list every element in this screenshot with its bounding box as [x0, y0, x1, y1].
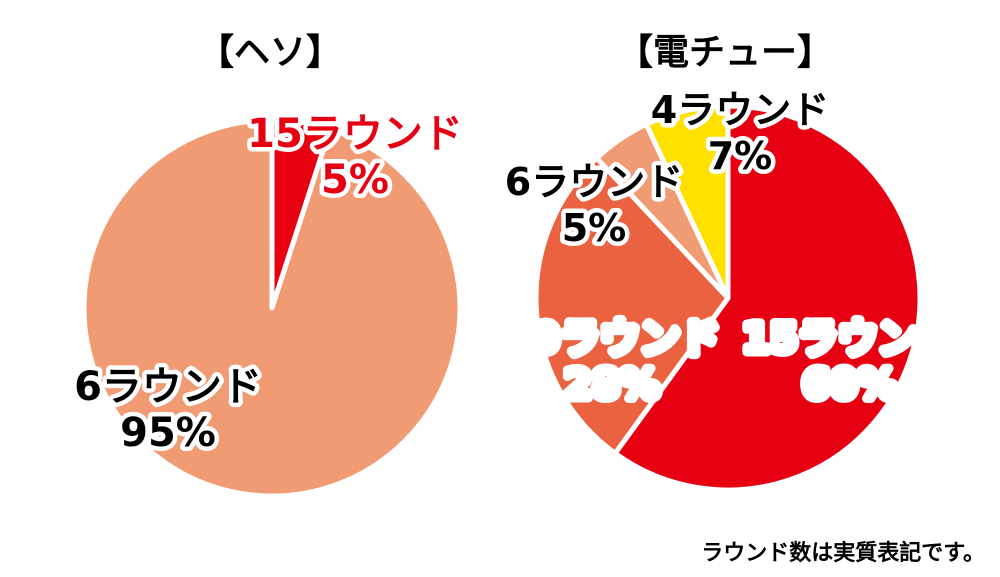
footnote: ラウンド数は実質表記です。: [701, 540, 985, 566]
heso-slice-15r-value: 5%: [321, 157, 389, 203]
denchu-slice-15r-label: 15ラウンド: [742, 316, 958, 362]
heso-chart-title: 【ヘソ】: [198, 32, 342, 73]
denchu-slice-10r: [533, 155, 731, 456]
denchu-slice-10r-value: 28%: [564, 362, 660, 408]
heso-slice-15r-label: 15ラウンド: [247, 111, 463, 157]
heso-slice-6r: [81, 117, 463, 499]
denchu-slice-4r-label: 4ラウンド: [651, 88, 829, 132]
denchu-pie: [533, 103, 923, 493]
heso-slice-6r-value: 95%: [120, 410, 216, 456]
heso-slice-6r-label: 6ラウンド: [74, 364, 262, 410]
denchu-chart-title: 【電チュー】: [617, 32, 833, 73]
denchu-slice-6r-value: 5%: [562, 206, 627, 250]
denchu-slice-4r-value: 7%: [708, 134, 773, 178]
denchu-slice-15r-value: 60%: [802, 362, 898, 408]
denchu-slice-10r-label: 10ラウンド: [504, 316, 720, 362]
slice-labels: 15ラウンド5%6ラウンド95%15ラウンド60%10ラウンド28%6ラウンド5…: [70, 84, 963, 461]
denchu-slice-4r: [643, 103, 731, 301]
denchu-slice-15r: [612, 103, 923, 493]
heso-pie: [81, 117, 463, 499]
denchu-slice-6r-label: 6ラウンド: [505, 160, 683, 204]
